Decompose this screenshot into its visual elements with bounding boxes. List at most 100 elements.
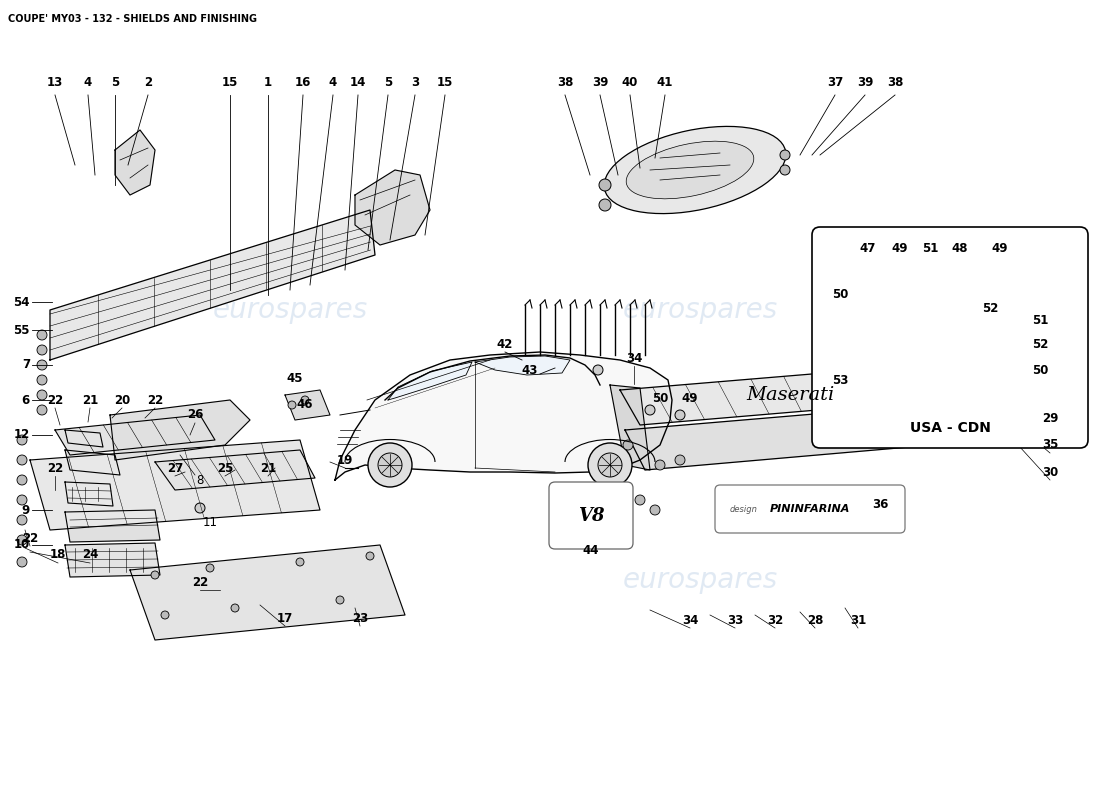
Text: 41: 41 (657, 75, 673, 89)
Polygon shape (336, 352, 672, 480)
Circle shape (650, 505, 660, 515)
Circle shape (16, 557, 28, 567)
Circle shape (965, 365, 975, 375)
Text: 5: 5 (384, 75, 392, 89)
Text: 31: 31 (850, 614, 866, 626)
Text: 4: 4 (84, 75, 92, 89)
Polygon shape (130, 545, 405, 640)
Text: 19: 19 (337, 454, 353, 466)
Text: 26: 26 (187, 409, 204, 422)
Text: 44: 44 (583, 543, 600, 557)
Polygon shape (116, 130, 155, 195)
FancyBboxPatch shape (549, 482, 632, 549)
Text: 24: 24 (81, 549, 98, 562)
Polygon shape (625, 400, 990, 470)
Text: 38: 38 (887, 75, 903, 89)
Circle shape (16, 515, 28, 525)
Text: eurospares: eurospares (623, 296, 778, 324)
Text: 25: 25 (217, 462, 233, 474)
Text: V8: V8 (578, 507, 604, 525)
Polygon shape (620, 360, 996, 425)
Circle shape (598, 453, 622, 477)
Polygon shape (30, 440, 320, 530)
Text: COUPE' MY03 - 132 - SHIELDS AND FINISHING: COUPE' MY03 - 132 - SHIELDS AND FINISHIN… (8, 14, 257, 24)
Polygon shape (65, 430, 103, 447)
Text: 40: 40 (621, 75, 638, 89)
Polygon shape (65, 510, 160, 542)
Circle shape (151, 571, 160, 579)
Text: eurospares: eurospares (212, 296, 367, 324)
Text: 32: 32 (767, 614, 783, 626)
Text: 9: 9 (22, 503, 30, 517)
Polygon shape (475, 356, 570, 375)
Circle shape (296, 558, 304, 566)
Text: 48: 48 (952, 242, 968, 254)
Text: 11: 11 (202, 515, 218, 529)
Polygon shape (55, 415, 215, 455)
Text: 3: 3 (411, 75, 419, 89)
Circle shape (368, 443, 412, 487)
Text: 22: 22 (47, 394, 63, 406)
Text: 30: 30 (1042, 466, 1058, 478)
Text: 18: 18 (50, 549, 66, 562)
Text: 52: 52 (982, 302, 998, 314)
Circle shape (780, 150, 790, 160)
Text: 49: 49 (892, 242, 909, 254)
Circle shape (37, 375, 47, 385)
Text: 50: 50 (832, 289, 848, 302)
Text: 34: 34 (626, 351, 642, 365)
Text: 12: 12 (13, 429, 30, 442)
Text: 51: 51 (922, 242, 938, 254)
Circle shape (645, 405, 654, 415)
Text: design: design (730, 505, 758, 514)
Text: 10: 10 (13, 538, 30, 551)
Circle shape (37, 345, 47, 355)
Polygon shape (50, 210, 375, 360)
Text: 37: 37 (827, 75, 843, 89)
Text: 45: 45 (287, 371, 304, 385)
Circle shape (675, 455, 685, 465)
Circle shape (847, 290, 857, 300)
Text: Maserati: Maserati (746, 386, 834, 404)
Text: 2: 2 (144, 75, 152, 89)
Text: 51: 51 (1032, 314, 1048, 326)
Circle shape (37, 330, 47, 340)
Text: 15: 15 (437, 75, 453, 89)
Circle shape (195, 503, 205, 513)
Circle shape (593, 365, 603, 375)
Circle shape (366, 552, 374, 560)
Circle shape (635, 495, 645, 505)
Text: 55: 55 (13, 323, 30, 337)
Circle shape (301, 396, 309, 404)
Circle shape (37, 405, 47, 415)
Text: 35: 35 (1042, 438, 1058, 451)
Text: 22: 22 (147, 394, 163, 406)
Circle shape (600, 179, 610, 191)
Circle shape (965, 285, 975, 295)
Circle shape (600, 199, 610, 211)
Text: 42: 42 (497, 338, 514, 351)
Text: USA - CDN: USA - CDN (910, 421, 990, 435)
Polygon shape (110, 400, 250, 460)
Text: 8: 8 (196, 474, 204, 486)
FancyBboxPatch shape (812, 227, 1088, 448)
Circle shape (288, 401, 296, 409)
Circle shape (623, 440, 632, 450)
Polygon shape (65, 482, 113, 506)
Text: eurospares: eurospares (212, 566, 367, 594)
Text: 7: 7 (22, 358, 30, 371)
Circle shape (37, 360, 47, 370)
Circle shape (16, 435, 28, 445)
Text: 22: 22 (22, 531, 38, 545)
Text: 50: 50 (1032, 363, 1048, 377)
Text: eurospares: eurospares (623, 566, 778, 594)
Text: 49: 49 (682, 391, 698, 405)
Circle shape (16, 495, 28, 505)
Circle shape (16, 455, 28, 465)
Polygon shape (610, 385, 650, 470)
Polygon shape (285, 390, 330, 420)
Text: 34: 34 (682, 614, 698, 626)
Circle shape (16, 475, 28, 485)
Circle shape (847, 375, 857, 385)
Text: 17: 17 (277, 611, 293, 625)
